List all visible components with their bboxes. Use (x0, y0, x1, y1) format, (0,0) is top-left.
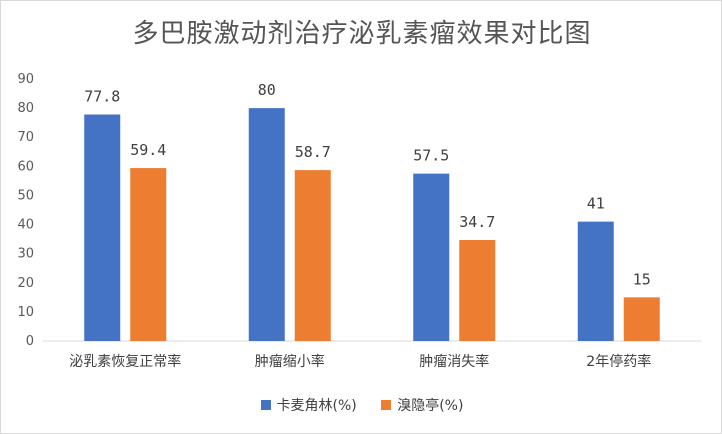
chart-title: 多巴胺激动剂治疗泌乳素瘤效果对比图 (132, 19, 592, 49)
legend-item-bromocriptine: 溴隐亭(%) (381, 395, 463, 415)
legend-item-cabergoline: 卡麦角林(%) (260, 395, 357, 415)
legend-swatch-bromocriptine (381, 400, 392, 410)
y-tick-label: 90 (17, 72, 34, 87)
bar-bromocriptine (459, 239, 496, 341)
x-category-label: 肿瘤消失率 (419, 353, 489, 370)
y-tick-label: 0 (26, 334, 34, 349)
x-category-label: 泌乳素恢复正常率 (69, 353, 181, 370)
bar-cabergoline (84, 114, 121, 341)
data-label: 59.4 (130, 141, 166, 159)
chart-legend: 卡麦角林(%) 溴隐亭(%) (1, 395, 721, 415)
legend-label-bromocriptine: 溴隐亭(%) (397, 398, 464, 414)
legend-label-cabergoline: 卡麦角林(%) (276, 398, 357, 414)
x-category-label: 2年停药率 (586, 353, 651, 370)
y-tick-label: 20 (17, 276, 34, 291)
y-tick-label: 10 (17, 305, 34, 320)
legend-swatch-cabergoline (260, 400, 271, 410)
bar-cabergoline (413, 173, 450, 341)
data-label: 15 (633, 270, 651, 288)
data-label: 80 (258, 81, 276, 99)
data-label: 34.7 (459, 213, 495, 231)
bar-cabergoline (248, 108, 285, 341)
y-tick-label: 30 (17, 247, 34, 262)
y-tick-label: 40 (17, 218, 34, 233)
bar-cabergoline (577, 221, 614, 341)
y-tick-label: 70 (17, 130, 34, 145)
data-label: 58.7 (295, 143, 331, 161)
data-label: 57.5 (413, 147, 449, 165)
x-category-label: 肿瘤缩小率 (255, 353, 325, 370)
bar-bromocriptine (623, 297, 660, 341)
y-tick-label: 60 (17, 159, 34, 174)
bar-bromocriptine (130, 168, 167, 341)
bar-bromocriptine (294, 170, 331, 341)
data-label: 41 (587, 195, 605, 213)
y-tick-label: 50 (17, 188, 34, 203)
y-tick-label: 80 (17, 101, 34, 116)
data-label: 77.8 (84, 88, 120, 106)
